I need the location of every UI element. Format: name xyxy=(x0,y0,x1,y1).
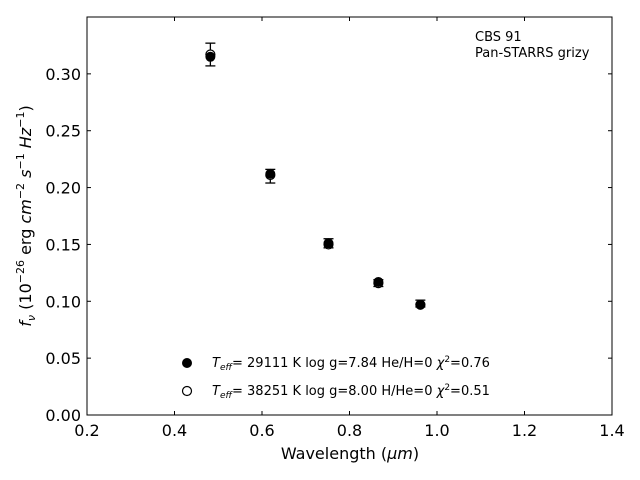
model-point-filled xyxy=(323,238,334,249)
svg-text:Teff= 38251 K log g=8.00 H/H: Teff= 38251 K log g=8.00 H/He=0 χ2=0.51 xyxy=(212,383,490,401)
model-point-filled xyxy=(265,168,276,179)
x-tick-label: 1.4 xyxy=(599,421,624,440)
y-tick-label: 0.30 xyxy=(45,65,81,84)
y-tick-label: 0.00 xyxy=(45,406,81,425)
x-axis: 0.2 0.4 0.6 0.8 1.0 1.2 1.4 xyxy=(74,17,625,440)
x-tick-label: 0.4 xyxy=(162,421,187,440)
legend-entry-filled: Teff= 29111 K log g=7.84 He/H=0 χ2=0.76 xyxy=(182,355,490,373)
model-point-filled xyxy=(415,299,426,310)
y-axis-label: fν (10−26 erg cm−2 s−1 Hz−1) xyxy=(14,105,38,326)
y-tick-label: 0.05 xyxy=(45,349,81,368)
plot-area xyxy=(205,42,426,310)
y-tick-label: 0.20 xyxy=(45,179,81,198)
y-tick-label: 0.10 xyxy=(45,292,81,311)
y-axis: 0.00 0.05 0.10 0.15 0.20 0.25 0.30 xyxy=(45,65,612,425)
survey-name: Pan-STARRS grizy xyxy=(475,46,590,61)
legend-marker-filled xyxy=(182,358,192,368)
model-point-filled xyxy=(205,51,216,62)
legend: Teff= 29111 K log g=7.84 He/H=0 χ2=0.76 … xyxy=(181,355,490,401)
y-tick-label: 0.15 xyxy=(45,235,81,254)
legend-marker-open xyxy=(181,385,193,397)
x-tick-label: 0.6 xyxy=(249,421,274,440)
y-tick-label: 0.25 xyxy=(45,122,81,141)
svg-text:Teff= 29111 K log g=7.84 He/: Teff= 29111 K log g=7.84 He/H=0 χ2=0.76 xyxy=(212,355,490,373)
model-point-filled xyxy=(373,276,384,287)
x-tick-label: 1.0 xyxy=(424,421,449,440)
legend-entry-open: Teff= 38251 K log g=8.00 H/He=0 χ2=0.51 xyxy=(181,383,490,401)
x-axis-label: Wavelength (μm) xyxy=(281,444,419,463)
x-tick-label: 1.2 xyxy=(512,421,537,440)
object-name: CBS 91 xyxy=(475,30,522,45)
x-tick-label: 0.8 xyxy=(337,421,362,440)
x-tick-label: 0.2 xyxy=(74,421,99,440)
